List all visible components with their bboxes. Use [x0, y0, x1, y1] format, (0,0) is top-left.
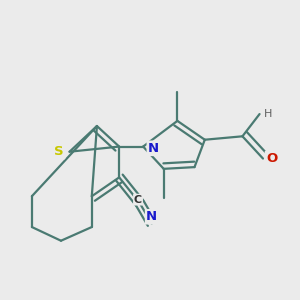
- Text: S: S: [55, 145, 64, 158]
- Text: N: N: [146, 210, 157, 223]
- Text: C: C: [134, 195, 142, 205]
- Text: N: N: [148, 142, 159, 155]
- Text: H: H: [264, 109, 272, 119]
- Text: O: O: [266, 152, 277, 165]
